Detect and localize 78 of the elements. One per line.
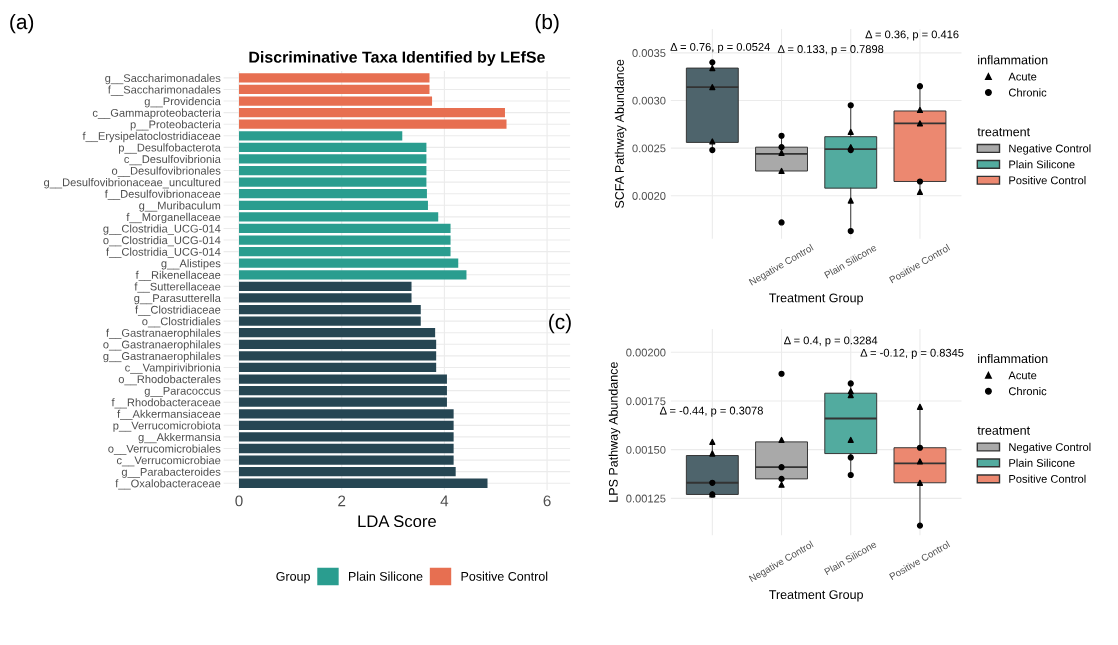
text: treatment — [977, 128, 1030, 137]
y-tick-label: o__Desulfovibrionales — [111, 166, 221, 177]
y-tick-label: c__Verrucomicrobiae — [116, 456, 221, 467]
y-tick-label: g__Gastranaerophilales — [103, 351, 221, 363]
annotation: Δ = 0.133, p = 0.7898 — [777, 45, 884, 56]
text: inflammation — [978, 55, 1048, 65]
y-tick-label: f__Desulfovibrionaceae — [104, 189, 221, 200]
y-tick-label: f__Saccharimonadales — [107, 85, 221, 96]
y-tick-label: g__Saccharimonadales — [105, 73, 221, 85]
y-tick-label: g__Alistipes — [161, 259, 221, 270]
y-tick-label: f__Oxalobacteraceae — [115, 479, 221, 490]
y-tick-label: o__Clostridia_UCG-014 — [103, 236, 221, 247]
y-tick-label: o__Clostridiales — [142, 317, 221, 328]
y-tick-label: g__Muribaculum — [139, 201, 221, 212]
x-axis-title: LDA Score — [358, 515, 436, 528]
annotation: Δ = 0.4, p = 0.3284 — [784, 336, 878, 347]
legend-label: Plain Silicone — [1009, 458, 1075, 467]
legend-label: Chronic — [1008, 88, 1047, 97]
y-tick-label: 0.0025 — [632, 144, 666, 153]
y-tick-label: f__Rhodobacteraceae — [111, 398, 221, 409]
y-tick-label: p__Proteobacteria — [130, 120, 221, 131]
text: (a) — [10, 13, 34, 34]
text: inflammation — [978, 353, 1048, 364]
y-tick-label: o__Gastranaerophilales — [103, 340, 221, 351]
y-tick-label: 0.00200 — [626, 348, 666, 357]
legend-label: Negative Control — [1009, 442, 1091, 454]
annotation: Δ = 0.76, p = 0.0524 — [670, 43, 770, 54]
y-tick-label: 0.00150 — [626, 445, 666, 454]
x-tick-label: 0 — [235, 495, 243, 507]
annotation: Δ = 0.36, p = 0.416 — [865, 30, 959, 41]
x-axis-title: Treatment Group — [769, 590, 863, 602]
annotation: (c) — [549, 313, 571, 334]
y-tick-label: c__Vampirivibrionia — [125, 363, 221, 374]
y-tick-label: p__Desulfobacterota — [119, 143, 221, 154]
y-axis-title: SCFA Pathway Abundance — [614, 59, 627, 208]
y-tick-label: g__Providencia — [144, 97, 221, 108]
legend-label: Chronic — [1008, 387, 1047, 396]
y-tick-label: 0.00175 — [626, 397, 666, 406]
y-tick-label: 0.00125 — [626, 494, 666, 503]
legend-label: Acute — [1008, 371, 1037, 380]
x-axis-title: Treatment Group — [769, 293, 863, 305]
y-tick-label: f__Erysipelatoclostridiaceae — [82, 131, 221, 143]
y-tick-label: 0.0030 — [632, 96, 666, 105]
y-tick-label: g__Parasutterella — [134, 293, 221, 305]
legend-label: Acute — [1008, 72, 1037, 81]
legend-label: Positive Control — [1009, 176, 1086, 185]
annotation: Δ = -0.12, p = 0.8345 — [860, 348, 964, 359]
legend-label: Negative Control — [1009, 144, 1091, 155]
y-tick-label: g__Desulfovibrionaceae_uncultured — [44, 178, 221, 189]
y-tick-label: 0.0020 — [632, 192, 666, 200]
x-tick-label: 6 — [543, 495, 551, 507]
y-tick-label: g__Clostridia_UCG-014 — [103, 224, 221, 235]
x-tick-label: 4 — [440, 495, 449, 507]
y-axis-title: LPS Pathway Abundance — [608, 362, 621, 502]
text: (b) — [535, 13, 559, 34]
y-tick-label: f__Clostridiaceae — [135, 305, 221, 316]
chart-title: Discriminative Taxa Identified by LEfSe — [249, 51, 545, 66]
y-tick-label: f__Clostridia_UCG-014 — [106, 247, 221, 258]
annotation: Δ = -0.44, p = 0.3078 — [659, 406, 763, 417]
text: treatment — [977, 426, 1030, 435]
y-tick-label: c__Desulfovibrionia — [124, 154, 221, 166]
x-tick-label: 2 — [338, 495, 346, 507]
y-tick-label: f__Gastranaerophilales — [106, 328, 221, 340]
legend-title: Group — [276, 571, 310, 584]
y-tick-label: o__Rhodobacterales — [118, 374, 221, 386]
y-tick-label: p__Verrucomicrobiota — [113, 421, 221, 432]
y-tick-label: f__Sutterellaceae — [134, 282, 221, 293]
y-tick-label: g__Paracoccus — [144, 386, 221, 397]
legend-label: Plain Silicone — [1009, 160, 1075, 169]
y-tick-label: c__Gammaproteobacteria — [92, 108, 221, 119]
y-tick-label: o__Verrucomicrobiales — [108, 444, 221, 455]
legend-label: Positive Control — [1009, 474, 1086, 483]
y-tick-label: f__Akkermansiaceae — [117, 409, 221, 420]
y-tick-label: f__Morganellaceae — [126, 212, 221, 224]
y-tick-label: 0.0035 — [632, 49, 666, 57]
y-tick-label: g__Akkermansia — [138, 432, 221, 444]
y-tick-label: g__Parabacteroides — [121, 467, 221, 478]
y-tick-label: f__Rikenellaceae — [135, 270, 221, 282]
